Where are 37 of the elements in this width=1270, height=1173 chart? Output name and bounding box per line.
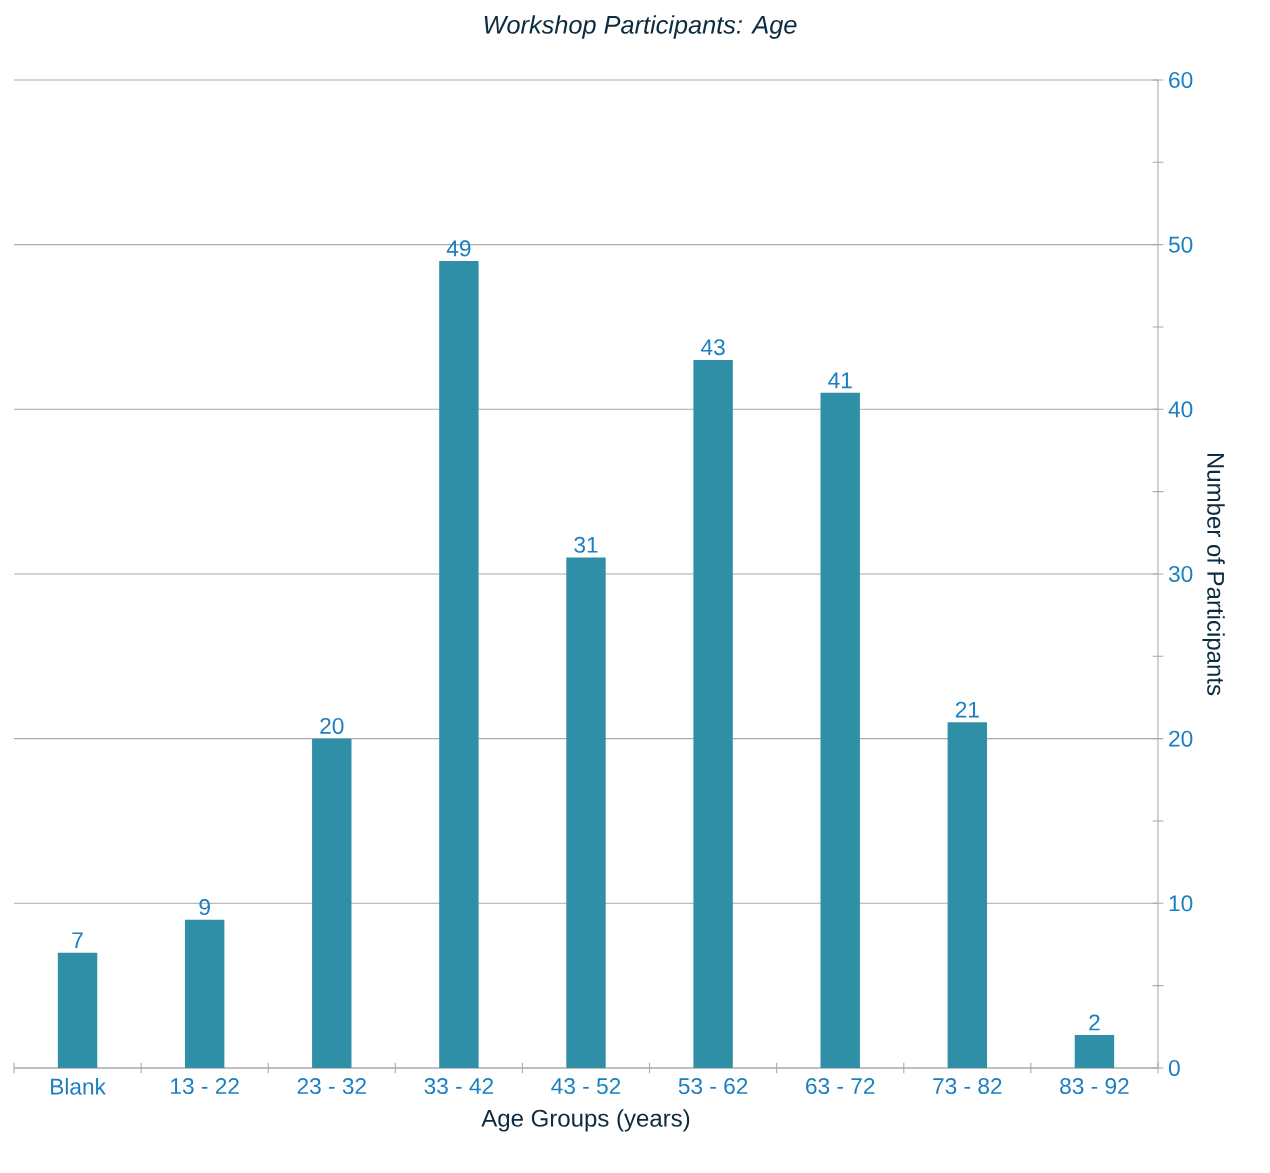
y-tick-label: 60 bbox=[1169, 71, 1193, 89]
x-tick-label: 53 - 62 bbox=[678, 1078, 748, 1095]
x-tick-label: 83 - 92 bbox=[1060, 1078, 1129, 1095]
bar bbox=[57, 952, 98, 1068]
y-tick-label: 40 bbox=[1168, 401, 1193, 418]
y-tick-label: 20 bbox=[1169, 730, 1193, 747]
data-label: 41 bbox=[828, 372, 852, 389]
y-axis-title: Number of Participants bbox=[1202, 453, 1225, 696]
x-tick-label: 23 - 32 bbox=[297, 1078, 366, 1095]
y-tick-label: 0 bbox=[1168, 1059, 1180, 1077]
x-axis-title: Age Groups (years) bbox=[481, 1109, 690, 1132]
data-label: 21 bbox=[955, 701, 979, 718]
y-tick-label: 50 bbox=[1168, 236, 1193, 253]
data-label: 9 bbox=[199, 899, 210, 916]
x-tick-label: Blank bbox=[51, 1078, 106, 1095]
bar bbox=[947, 722, 988, 1068]
chart-title: Workshop Participants: Age bbox=[484, 15, 797, 39]
x-tick-label: 13 - 22 bbox=[171, 1078, 239, 1095]
x-tick-label: 33 - 42 bbox=[424, 1078, 493, 1095]
data-label: 49 bbox=[446, 240, 471, 257]
data-label: 7 bbox=[72, 932, 83, 949]
y-tick-label: 10 bbox=[1169, 895, 1193, 912]
x-tick-label: 63 - 72 bbox=[806, 1078, 875, 1095]
bar bbox=[439, 261, 479, 1068]
data-label: 43 bbox=[701, 339, 725, 356]
bar bbox=[312, 738, 352, 1068]
data-label: 2 bbox=[1089, 1014, 1100, 1031]
y-tick-label: 30 bbox=[1168, 565, 1193, 583]
bar bbox=[1074, 1035, 1115, 1068]
bar bbox=[693, 359, 733, 1068]
bar bbox=[566, 557, 606, 1068]
bar bbox=[820, 392, 860, 1068]
data-label: 20 bbox=[320, 717, 344, 734]
bar bbox=[184, 919, 225, 1068]
x-tick-label: 43 - 52 bbox=[551, 1078, 621, 1095]
x-tick-label: 73 - 82 bbox=[933, 1078, 1002, 1095]
data-label: 31 bbox=[574, 536, 598, 553]
